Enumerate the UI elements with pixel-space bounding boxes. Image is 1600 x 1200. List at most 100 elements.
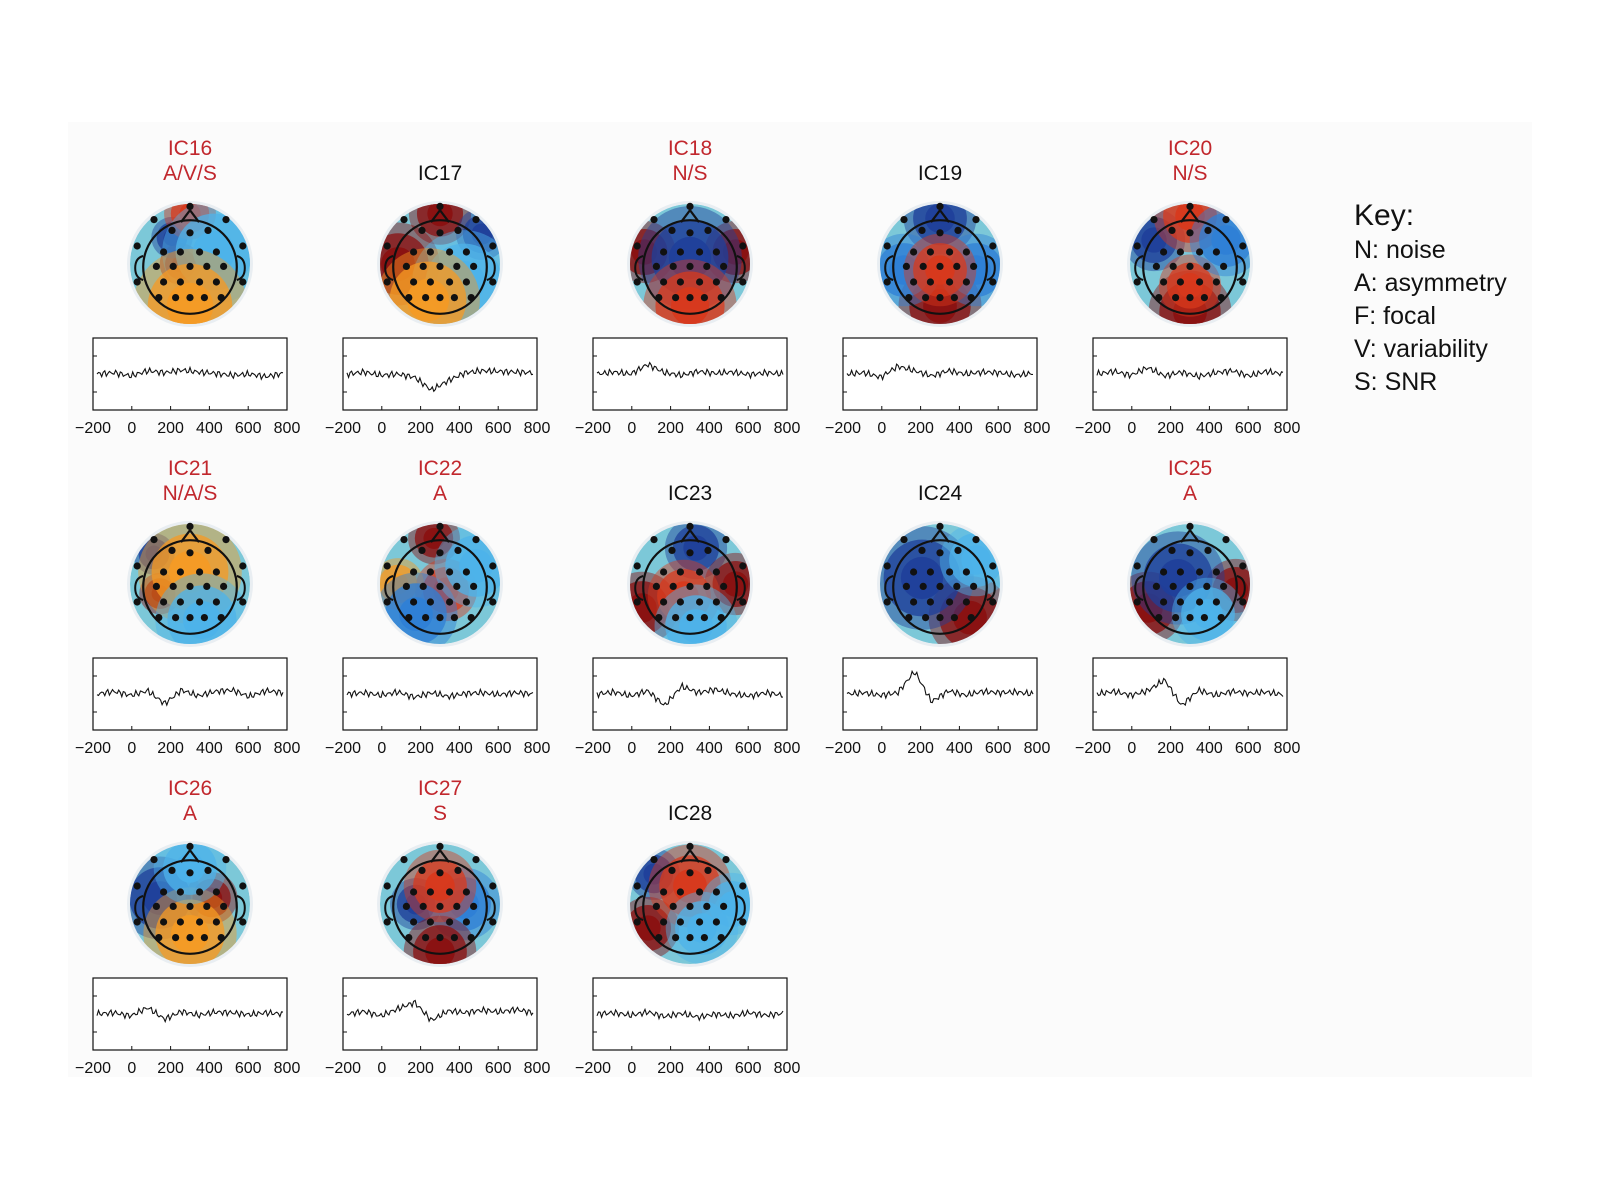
left-ear [134,255,144,281]
topo-blob [923,289,957,323]
electrode-dot [900,216,908,224]
electrode-dot [703,902,711,911]
x-tick-label: 600 [735,420,762,437]
electrode-dot [668,546,676,555]
electrode-dot [633,242,641,250]
electrode-dot [168,546,176,555]
x-tick-label: 800 [774,420,801,437]
left-ear [134,895,144,921]
electrode-dot [717,614,725,622]
topo-blob [925,255,955,285]
electrode-dot [1196,568,1204,576]
electrode-dot [462,248,470,256]
electrode-dot [1196,278,1204,286]
electrode-dot [1160,598,1168,606]
electrode-dot [470,902,478,911]
electrode-dot [650,536,658,544]
x-tick-label: 600 [735,740,762,757]
electrode-dot [186,582,194,591]
left-ear [384,575,394,601]
electrode-dot [402,902,410,911]
electrode-dot [426,568,434,576]
electrode-dot [203,262,211,270]
x-tick-label: 800 [524,740,551,757]
electrode-dot [1239,598,1247,606]
electrode-dot [1186,202,1194,210]
electrode-dot [696,888,704,896]
electrode-dot [436,202,444,210]
head-outline [142,539,238,635]
electrode-dot [1169,262,1177,270]
electrode-dot [410,568,418,576]
electrode-dot [1217,294,1225,302]
electrode-dot [155,934,163,942]
electrode-dot [926,598,935,606]
x-tick-label: −200 [75,420,111,437]
electrode-dot [1186,262,1194,270]
electrode-dot [962,568,971,576]
x-tick-label: 800 [1024,740,1051,757]
electrode-dot [383,562,391,570]
waveform-box [592,657,788,731]
topo-blob [719,891,745,917]
ic-panel: IC23 −200 0 200 400 600 800 [575,482,800,757]
electrode-dot [686,229,694,237]
head-outline [392,219,488,315]
electrode-dot [470,582,478,591]
electrode-dot [419,262,427,270]
electrode-dot [704,866,712,875]
head-outline [642,859,738,955]
electrode-dot [383,278,391,286]
ic-panel: IC28 −200 0 200 400 600 800 [575,802,800,1077]
head-outline [892,219,988,315]
electrode-dot [1220,262,1228,270]
electrode-dot [1204,546,1212,555]
topo-blob [925,204,955,234]
electrode-dot [954,546,962,555]
electrode-dot [426,918,434,926]
figure-panel [68,122,1532,1077]
x-tick-label: 800 [1274,740,1301,757]
electrode-dot [883,562,891,570]
electrode-dot [686,842,694,851]
electrode-dot [239,882,247,890]
right-ear [1236,255,1246,281]
electrode-dot [739,882,747,890]
electrode-dot [1186,549,1194,557]
electrode-dot [650,856,658,864]
electrode-dot [1155,614,1163,622]
topo-blob [1193,599,1223,629]
electrode-dot [962,248,971,256]
x-tick-label: 800 [274,420,301,437]
head-outline [1142,539,1238,635]
electrode-dot [936,262,944,270]
electrode-dot [410,598,418,606]
electrode-dot [989,598,997,606]
right-ear [986,575,996,601]
electrode-dot [239,242,247,250]
electrode-dot [169,262,177,270]
topo-blob [687,913,717,943]
x-tick-label: 800 [774,740,801,757]
electrode-dot [186,229,194,237]
electrode-dot [204,226,212,234]
topo-blob [1175,204,1205,231]
electrode-dot [150,536,158,544]
ic-flag: A [1183,482,1197,505]
electrode-dot [669,582,677,591]
electrode-dot [196,278,204,286]
key-item-snr: S: SNR [1354,368,1438,396]
electrode-dot [212,888,220,896]
electrode-dot [426,888,434,896]
electrode-dot [712,598,721,606]
electrode-dot [169,582,177,591]
x-tick-label: 600 [235,740,262,757]
electrode-dot [418,866,426,875]
electrode-dot [1176,248,1184,256]
nose-outline [180,528,200,543]
electrode-dot [196,248,204,256]
electrode-dot [1186,294,1194,302]
electrode-dot [446,568,454,576]
electrode-dot [1186,522,1194,531]
x-tick-label: 0 [627,740,636,757]
